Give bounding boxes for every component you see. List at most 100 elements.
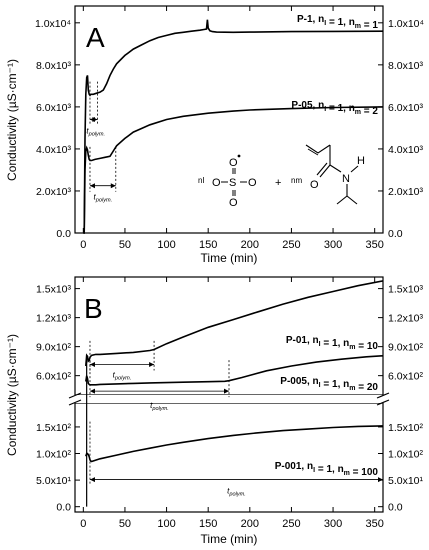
y-tick-label: 5.0x10¹ bbox=[36, 475, 72, 487]
tpolym-label: tpolym. bbox=[227, 487, 246, 498]
y-tick-label-right: 4.0x10³ bbox=[388, 144, 424, 156]
monomer-bond bbox=[336, 195, 348, 205]
y-tick-label: 9.0x10² bbox=[36, 342, 72, 354]
y-tick-label: 1.5x10² bbox=[36, 422, 72, 434]
series-line bbox=[85, 355, 384, 386]
axis-break-mark-left bbox=[68, 399, 82, 406]
y-tick-label-right: 2.0x10³ bbox=[388, 186, 424, 198]
y-tick-label-right: 9.0x10² bbox=[388, 342, 424, 354]
y-tick-label-right: 5.0x10¹ bbox=[388, 475, 424, 487]
monomer-bond bbox=[346, 195, 358, 205]
initiator-o-left: O bbox=[212, 177, 221, 189]
series-label: P-001, nI = 1, nm = 100 bbox=[275, 461, 379, 478]
x-tick-label: 150 bbox=[199, 239, 217, 251]
x-tick-label: 200 bbox=[241, 239, 259, 251]
x-tick-label: 250 bbox=[282, 239, 300, 251]
y-axis-label-b: Conductivity (µS·cm⁻¹) bbox=[5, 334, 19, 456]
panel-b: B 0 50 100 150 200 250 300 350 6.0x10² 6.0x10² 9.0… bbox=[36, 276, 424, 546]
monomer-bond bbox=[350, 165, 359, 173]
y-tick-label: 1.0x10² bbox=[36, 449, 72, 461]
initiator-o-top: O bbox=[229, 157, 238, 169]
y-tick-label-right: 0.0 bbox=[388, 228, 403, 240]
x-tick-label: 350 bbox=[365, 239, 383, 251]
tpolym-arrowhead bbox=[89, 183, 95, 189]
series-line bbox=[85, 280, 384, 367]
series-label: P-01, nI = 1, nm = 10 bbox=[286, 335, 379, 352]
axis-break-mark-right bbox=[376, 399, 390, 406]
y-tick-label: 0.0 bbox=[56, 228, 71, 240]
panel-b-xlabel: Time (min) bbox=[201, 532, 258, 546]
monomer-bond bbox=[329, 164, 342, 173]
tpolym-arrowhead bbox=[378, 477, 383, 483]
panel-a-frame bbox=[74, 5, 384, 234]
panel-b-label: B bbox=[84, 293, 103, 324]
y-tick-label-right: 6.0x10³ bbox=[388, 102, 424, 114]
y-tick-label-right: 1.0x10² bbox=[388, 449, 424, 461]
x-tick-label: 350 bbox=[365, 518, 383, 530]
series-label: P-1, nI = 1, nm = 1 bbox=[297, 14, 378, 31]
tpolym-label: tpolym. bbox=[113, 371, 132, 382]
y-tick-label: 1.2x10³ bbox=[36, 313, 72, 325]
axis-break-mark-left bbox=[68, 392, 82, 399]
y-tick-label-right: 1.5x10² bbox=[388, 422, 424, 434]
y-tick-label: 2.0x10³ bbox=[36, 186, 72, 198]
x-tick-label: 50 bbox=[119, 518, 131, 530]
y-axis-label-a: Conductivity (µS·cm⁻¹) bbox=[5, 59, 19, 181]
x-tick-label: 0 bbox=[80, 239, 86, 251]
initiator-o-bottom: O bbox=[229, 197, 238, 209]
x-tick-label: 150 bbox=[199, 518, 217, 530]
monomer-h: H bbox=[357, 155, 365, 167]
tpolym-arrowhead bbox=[149, 362, 155, 368]
series-label: P-05, nI = 1, nm = 2 bbox=[291, 100, 378, 117]
x-tick-label: 300 bbox=[324, 518, 342, 530]
series-label: P-005, nI = 1, nm = 20 bbox=[280, 376, 378, 393]
y-tick-label-right: 6.0x10² bbox=[388, 371, 424, 383]
x-tick-label: 250 bbox=[282, 518, 300, 530]
tpolym-arrowhead bbox=[89, 362, 95, 368]
initiator-coefficient: nI bbox=[198, 176, 205, 185]
panel-a: A 0 50 100 150 200 250 300 350 0.0 0.0 2.0x10³ 2.0x… bbox=[35, 5, 424, 265]
x-tick-label: 100 bbox=[157, 518, 175, 530]
series-line bbox=[85, 425, 384, 463]
y-tick-label-right: 1.2x10³ bbox=[388, 313, 424, 325]
y-tick-label-right: 1.0x10⁴ bbox=[388, 18, 424, 30]
radical-dot bbox=[237, 154, 241, 158]
series-line bbox=[83, 106, 384, 234]
tpolym-label: tpolym. bbox=[150, 401, 169, 412]
x-tick-label: 50 bbox=[119, 239, 131, 251]
y-tick-label: 4.0x10³ bbox=[36, 144, 72, 156]
axis-break-mark-right bbox=[376, 392, 390, 399]
panel-a-xlabel: Time (min) bbox=[201, 251, 258, 265]
y-tick-label: 8.0x10³ bbox=[36, 60, 72, 72]
y-tick-label: 0.0 bbox=[56, 502, 71, 514]
y-tick-label-right: 8.0x10³ bbox=[388, 60, 424, 72]
tpolym-arrowhead bbox=[89, 477, 95, 483]
y-tick-label: 6.0x10³ bbox=[36, 102, 72, 114]
y-tick-label: 1.0x10⁴ bbox=[35, 18, 71, 30]
series-line bbox=[83, 19, 384, 234]
y-tick-label-right: 0.0 bbox=[388, 502, 403, 514]
y-tick-label: 1.5x10³ bbox=[36, 284, 72, 296]
y-tick-label-right: 1.5x10³ bbox=[388, 284, 424, 296]
monomer-vinyl-double bbox=[307, 148, 319, 156]
tpolym-label: tpolym. bbox=[94, 193, 113, 204]
chemical-structure-inset: nI O S O O O + nm O N H bbox=[198, 144, 365, 209]
monomer-carbonyl bbox=[316, 162, 328, 176]
tpolym-arrowhead bbox=[224, 388, 229, 394]
panel-a-label: A bbox=[86, 22, 105, 53]
x-tick-label: 0 bbox=[80, 518, 86, 530]
monomer-o: O bbox=[310, 179, 319, 191]
tpolym-arrowhead bbox=[110, 183, 116, 189]
monomer-vinyl bbox=[305, 144, 331, 154]
y-tick-label: 6.0x10² bbox=[36, 371, 72, 383]
initiator-o-right: O bbox=[248, 177, 257, 189]
plus-sign: + bbox=[275, 177, 281, 189]
x-tick-label: 300 bbox=[324, 239, 342, 251]
x-tick-label: 100 bbox=[157, 239, 175, 251]
tpolym-arrowhead bbox=[89, 388, 95, 394]
initiator-s: S bbox=[229, 177, 236, 189]
tpolym-label: tpolym. bbox=[86, 127, 105, 138]
tpolym-arrowhead bbox=[92, 117, 98, 122]
axis-break-gap bbox=[70, 395, 388, 403]
